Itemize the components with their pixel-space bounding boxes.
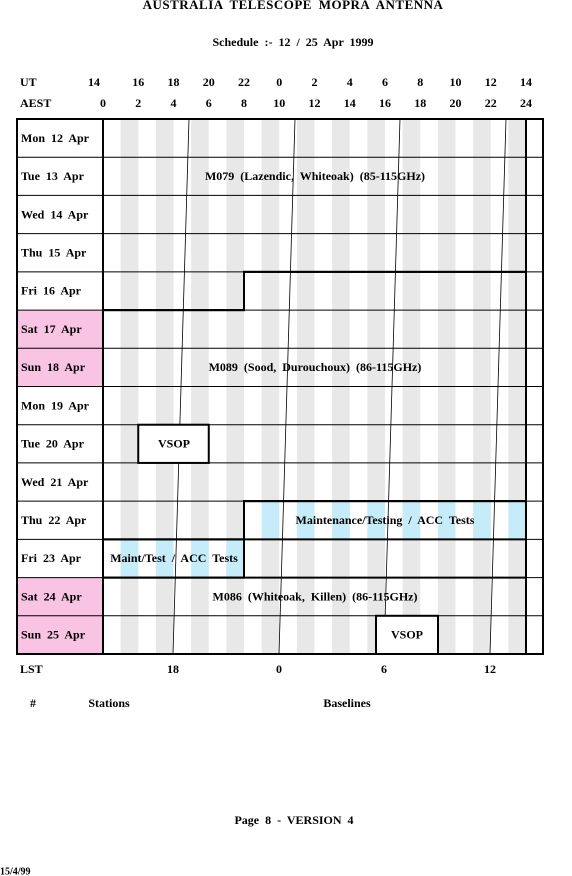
ut-tick: 20 [203, 75, 215, 89]
aest-tick: 22 [485, 96, 497, 110]
test-stripe [508, 501, 526, 540]
aest-tick: 20 [450, 96, 462, 110]
ut-label: UT [20, 75, 37, 89]
aest-tick: 12 [309, 96, 321, 110]
block-label: VSOP [391, 628, 423, 642]
aest-tick: 24 [520, 96, 532, 110]
weekend-cell [17, 615, 103, 654]
ut-tick: 4 [347, 75, 353, 89]
column-header: Stations [88, 696, 130, 710]
weekend-cell [17, 577, 103, 616]
weekend-cell [17, 348, 103, 387]
date: 15/4/99 [0, 866, 31, 876]
ut-tick: 8 [417, 75, 423, 89]
page-label: Page 8 - VERSION 4 [234, 813, 353, 827]
lst-tick: 18 [167, 662, 179, 676]
day-label: Mon 12 Apr [21, 131, 90, 145]
lst-line [383, 118, 401, 655]
day-label: Thu 15 Apr [21, 246, 87, 260]
ut-tick: 6 [382, 75, 388, 89]
block-outline [243, 500, 527, 541]
ut-tick: 18 [168, 75, 180, 89]
aest-tick: 18 [414, 96, 426, 110]
subtitle: Schedule :- 12 / 25 Apr 1999 [212, 35, 373, 49]
day-label: Sun 25 Apr [21, 628, 86, 642]
aest-tick: 10 [273, 96, 285, 110]
title: AUSTRALIA TELESCOPE MOPRA ANTENNA [143, 0, 444, 12]
test-stripe [473, 501, 491, 540]
day-label: Mon 19 Apr [21, 398, 90, 412]
aest-tick: 6 [206, 96, 212, 110]
vsop-box [375, 614, 439, 655]
ut-tick: 16 [132, 75, 144, 89]
test-stripe [261, 501, 280, 540]
day-label: Wed 14 Apr [21, 207, 89, 221]
aest-tick: 0 [100, 96, 106, 110]
test-stripe [226, 539, 244, 578]
vsop-box [137, 423, 210, 464]
test-stripe [367, 501, 385, 540]
block-label: VSOP [158, 437, 190, 451]
ut-tick: 2 [312, 75, 318, 89]
ut-tick: 22 [238, 75, 250, 89]
day-label: Fri 16 Apr [21, 284, 82, 298]
block-outline [102, 576, 527, 655]
block-label: M086 (Whiteoak, Killen) (86-115GHz) [213, 589, 418, 603]
day-label: Fri 23 Apr [21, 551, 82, 565]
test-stripe [155, 539, 174, 578]
day-label: Thu 22 Apr [21, 513, 87, 527]
lst-tick: 0 [276, 662, 282, 676]
lst-tick: 6 [381, 662, 387, 676]
aest-tick: 2 [135, 96, 141, 110]
lst-line [278, 118, 296, 655]
lst-label: LST [20, 662, 43, 676]
lst-line [172, 118, 190, 655]
test-stripe [402, 501, 421, 540]
day-label: Sat 17 Apr [21, 322, 82, 336]
ut-tick: 12 [485, 75, 497, 89]
test-stripe [332, 501, 350, 540]
day-label: Sat 24 Apr [21, 589, 82, 603]
lst-tick: 12 [484, 662, 496, 676]
aest-tick: 16 [379, 96, 391, 110]
ut-tick: 10 [450, 75, 462, 89]
aest-label: AEST [20, 96, 51, 110]
day-label: Sun 18 Apr [21, 360, 86, 374]
ut-tick: 0 [276, 75, 282, 89]
weekend-cell [17, 310, 103, 349]
block-label: Maintenance/Testing / ACC Tests [296, 513, 475, 527]
test-stripe [191, 539, 209, 578]
test-stripe [437, 501, 456, 540]
aest-tick: 8 [241, 96, 247, 110]
ut-tick: 14 [88, 75, 100, 89]
test-stripe [296, 501, 315, 540]
day-label: Tue 20 Apr [21, 437, 85, 451]
test-stripe [120, 539, 139, 578]
column-header: # [30, 696, 36, 710]
aest-tick: 14 [344, 96, 356, 110]
day-label: Wed 21 Apr [21, 475, 89, 489]
block-label: M089 (Sood, Durouchoux) (86-115GHz) [209, 360, 422, 374]
day-label: Tue 13 Apr [21, 169, 85, 183]
column-header: Baselines [323, 696, 371, 710]
ut-tick: 14 [520, 75, 532, 89]
block-label: M079 (Lazendic, Whiteoak) (85-115GHz) [205, 169, 425, 183]
block-label: Maint/Test / ACC Tests [110, 551, 238, 565]
lst-line [489, 118, 507, 655]
aest-tick: 4 [171, 96, 177, 110]
